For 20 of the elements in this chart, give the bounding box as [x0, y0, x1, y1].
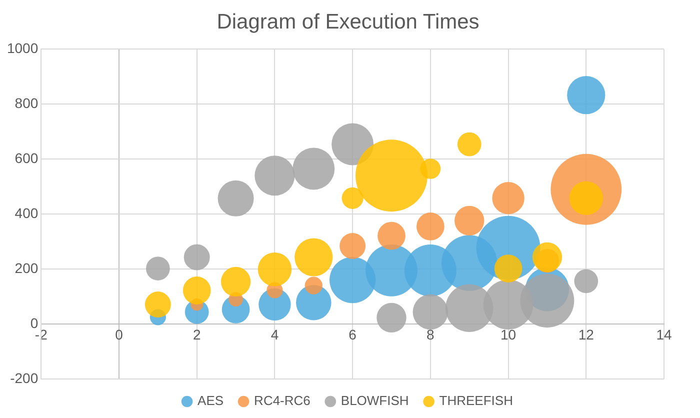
y-tick-label: 400 [14, 204, 38, 221]
x-tick-label: 0 [115, 326, 124, 342]
legend-label: THREEFISH [439, 393, 513, 408]
y-tick-label: 200 [14, 260, 38, 276]
y-tick-label: 0 [30, 314, 38, 331]
legend-label: RC4-RC6 [254, 393, 310, 408]
x-tick-label: 2 [192, 326, 201, 342]
x-tick-label: 12 [578, 326, 594, 342]
x-tick-label: 6 [348, 326, 357, 342]
x-tick-label: 4 [270, 326, 279, 342]
chart-title: Diagram of Execution Times [216, 10, 480, 34]
y-tick-label: 1000 [6, 40, 38, 56]
y-tick-label: 600 [14, 150, 38, 166]
x-tick-label: 8 [426, 326, 435, 342]
legend-label: AES [198, 393, 224, 408]
x-tick-label: 10 [500, 326, 516, 342]
legend-label: BLOWFISH [340, 393, 409, 408]
y-tick-label: 800 [14, 95, 38, 112]
y-tick-label: -200 [10, 370, 38, 386]
x-tick-label: 14 [656, 326, 672, 342]
